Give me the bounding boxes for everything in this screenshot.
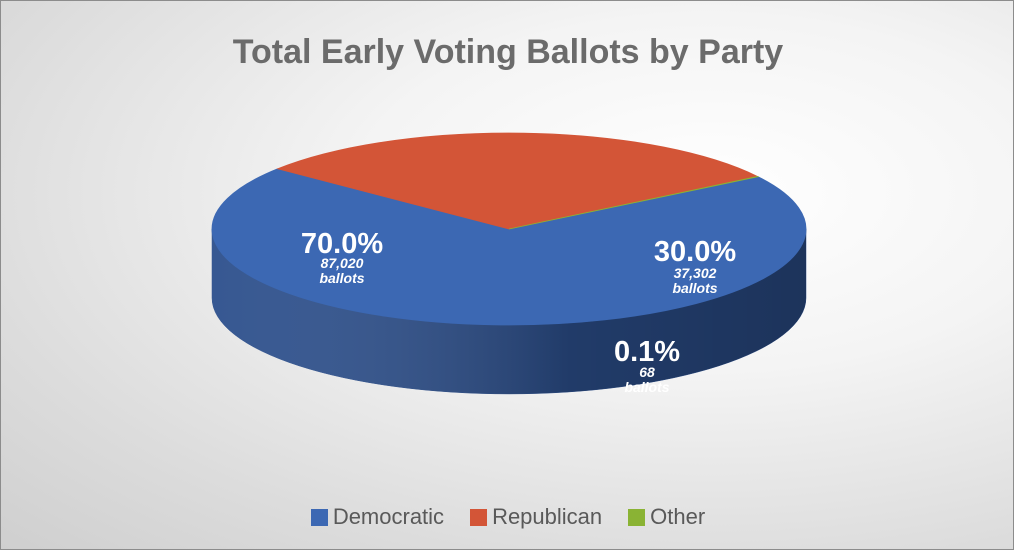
data-label-value-other: 68	[639, 364, 655, 380]
data-label-percent-republican: 30.0%	[654, 236, 736, 268]
legend-swatch-democratic	[310, 508, 328, 526]
legend-item-republican: Republican	[470, 504, 602, 530]
data-label-value-republican: 37,302	[674, 265, 717, 281]
legend: Democratic Republican Other	[1, 504, 1013, 530]
legend-label-democratic: Democratic	[332, 504, 445, 529]
pie-side-shading	[212, 229, 806, 394]
data-label-percent-democratic: 70.0%	[301, 228, 383, 260]
legend-item-other: Other	[628, 504, 705, 530]
data-label-value-democratic: 87,020	[321, 255, 364, 271]
pie-slice-democratic	[211, 168, 807, 326]
data-label-unit-democratic: ballots	[319, 270, 364, 286]
legend-item-democratic: Democratic	[310, 504, 445, 530]
pie-slice-other	[508, 176, 760, 230]
data-labels: 70.0%87,020ballots30.0%37,302ballots0.1%…	[301, 228, 736, 395]
legend-swatch-other	[628, 508, 646, 526]
legend-swatch-republican	[470, 508, 488, 526]
pie-top	[211, 132, 807, 326]
pie-slice-republican	[276, 132, 759, 230]
data-label-unit-republican: ballots	[672, 280, 717, 296]
data-label-unit-other: ballots	[624, 379, 669, 395]
legend-label-other: Other	[650, 504, 706, 529]
data-label-percent-other: 0.1%	[614, 336, 680, 368]
legend-label-republican: Republican	[492, 504, 603, 529]
chart-title: Total Early Voting Ballots by Party	[232, 33, 784, 71]
